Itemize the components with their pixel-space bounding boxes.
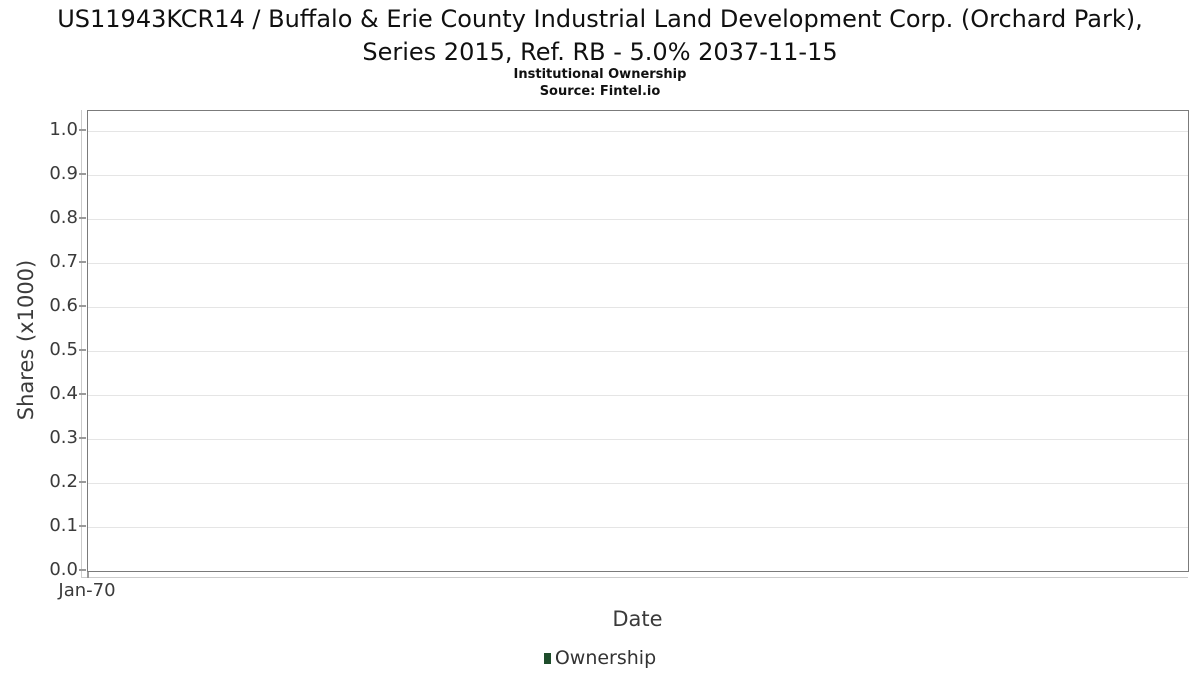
y-gridline: [88, 350, 1188, 352]
x-axis-title: Date: [612, 607, 663, 631]
y-gridline: [88, 394, 1188, 396]
x-tick-mark: [87, 572, 89, 578]
y-gridline: [88, 174, 1188, 176]
y-gridline: [88, 130, 1188, 132]
y-tick-mark: [79, 305, 86, 307]
y-tick-label: 0.8: [49, 207, 78, 228]
x-axis-line: [81, 577, 1188, 578]
x-tick-label: Jan-70: [58, 580, 116, 601]
y-tick-label: 1.0: [49, 119, 78, 140]
legend: Ownership: [0, 645, 1200, 671]
y-gridline: [88, 218, 1188, 220]
y-tick-mark: [79, 173, 86, 175]
y-tick-label: 0.5: [49, 339, 78, 360]
y-axis-line: [81, 110, 82, 578]
y-tick-label: 0.9: [49, 163, 78, 184]
plot-area: [87, 110, 1189, 572]
legend-label: Ownership: [554, 647, 657, 669]
legend-marker-icon: [543, 652, 551, 664]
y-axis-title: Shares (x1000): [14, 259, 38, 421]
y-gridline: [88, 438, 1188, 440]
y-tick-label: 0.1: [49, 515, 78, 536]
legend-item-ownership[interactable]: Ownership: [543, 647, 657, 669]
y-tick-label: 0.6: [49, 295, 78, 316]
y-tick-mark: [79, 129, 86, 131]
y-tick-label: 0.7: [49, 251, 78, 272]
chart-source: Source: Fintel.io: [539, 84, 661, 99]
chart-subtitle: Institutional Ownership: [513, 67, 687, 82]
y-tick-mark: [79, 349, 86, 351]
y-tick-label: 0.3: [49, 427, 78, 448]
y-tick-mark: [79, 393, 86, 395]
y-tick-label: 0.4: [49, 383, 78, 404]
y-tick-label: 0.0: [49, 559, 78, 580]
y-tick-mark: [79, 437, 86, 439]
y-tick-mark: [79, 481, 86, 483]
y-gridline: [88, 482, 1188, 484]
y-tick-mark: [79, 261, 86, 263]
chart-title: US11943KCR14 / Buffalo & Erie County Ind…: [57, 5, 1143, 66]
y-gridline: [88, 306, 1188, 308]
y-gridline: [88, 526, 1188, 528]
y-tick-mark: [79, 525, 86, 527]
y-tick-mark: [79, 569, 86, 571]
y-gridline: [88, 262, 1188, 264]
y-tick-mark: [79, 217, 86, 219]
y-tick-label: 0.2: [49, 471, 78, 492]
